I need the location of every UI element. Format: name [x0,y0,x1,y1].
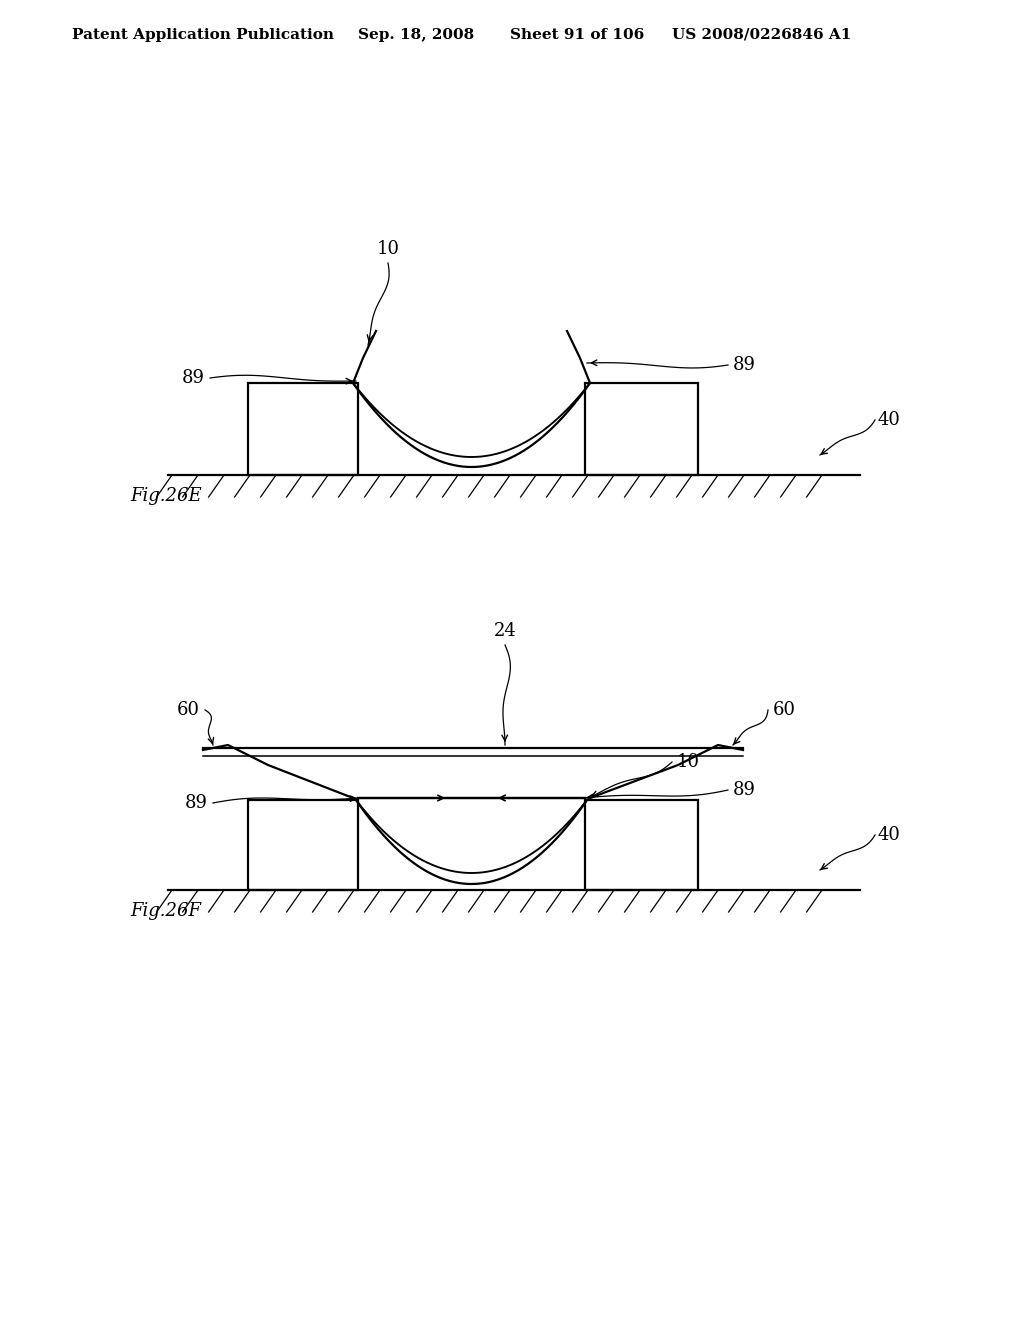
Text: 24: 24 [494,622,516,640]
Text: 89: 89 [182,370,205,387]
Text: 89: 89 [185,795,208,812]
Text: 10: 10 [677,752,700,771]
Text: 60: 60 [177,701,200,719]
Text: 89: 89 [733,781,756,799]
Text: Patent Application Publication: Patent Application Publication [72,28,334,42]
Text: Fig.26F: Fig.26F [130,902,201,920]
Bar [585,383,698,475]
Bar [248,800,358,890]
Text: 10: 10 [377,240,399,257]
Bar [248,383,358,475]
Text: 40: 40 [878,411,901,429]
Text: US 2008/0226846 A1: US 2008/0226846 A1 [672,28,851,42]
Text: 40: 40 [878,826,901,843]
Text: Fig.26E: Fig.26E [130,487,202,506]
Text: Sep. 18, 2008: Sep. 18, 2008 [358,28,474,42]
Text: 60: 60 [773,701,796,719]
Bar [585,800,698,890]
Text: Sheet 91 of 106: Sheet 91 of 106 [510,28,644,42]
Text: 89: 89 [733,356,756,374]
